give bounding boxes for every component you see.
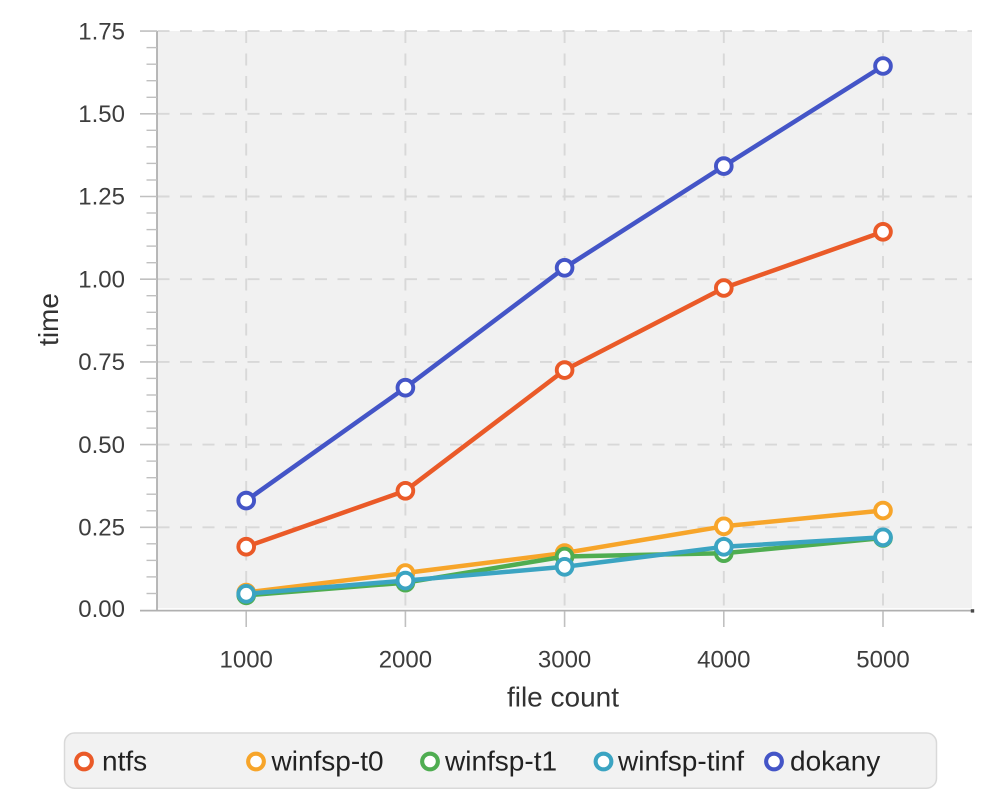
- svg-text:time: time: [33, 293, 64, 346]
- svg-text:ntfs: ntfs: [102, 745, 147, 776]
- svg-text:1.00: 1.00: [78, 266, 125, 293]
- svg-text:1000: 1000: [220, 647, 273, 674]
- svg-text:0.50: 0.50: [78, 432, 125, 459]
- svg-text:0.75: 0.75: [78, 349, 125, 376]
- svg-text:1.25: 1.25: [78, 184, 125, 211]
- svg-text:1.75: 1.75: [78, 18, 125, 45]
- svg-text:3000: 3000: [538, 647, 591, 674]
- svg-text:0.00: 0.00: [78, 596, 125, 623]
- svg-text:winfsp-t0: winfsp-t0: [271, 745, 384, 776]
- svg-text:1.50: 1.50: [78, 101, 125, 128]
- svg-text:2000: 2000: [379, 647, 432, 674]
- svg-text:4000: 4000: [697, 647, 750, 674]
- svg-text:winfsp-tinf: winfsp-tinf: [617, 745, 744, 776]
- svg-text:file count: file count: [507, 682, 619, 713]
- svg-text:winfsp-t1: winfsp-t1: [444, 745, 557, 776]
- svg-text:5000: 5000: [856, 647, 909, 674]
- svg-text:dokany: dokany: [790, 745, 880, 776]
- svg-text:0.25: 0.25: [78, 515, 125, 542]
